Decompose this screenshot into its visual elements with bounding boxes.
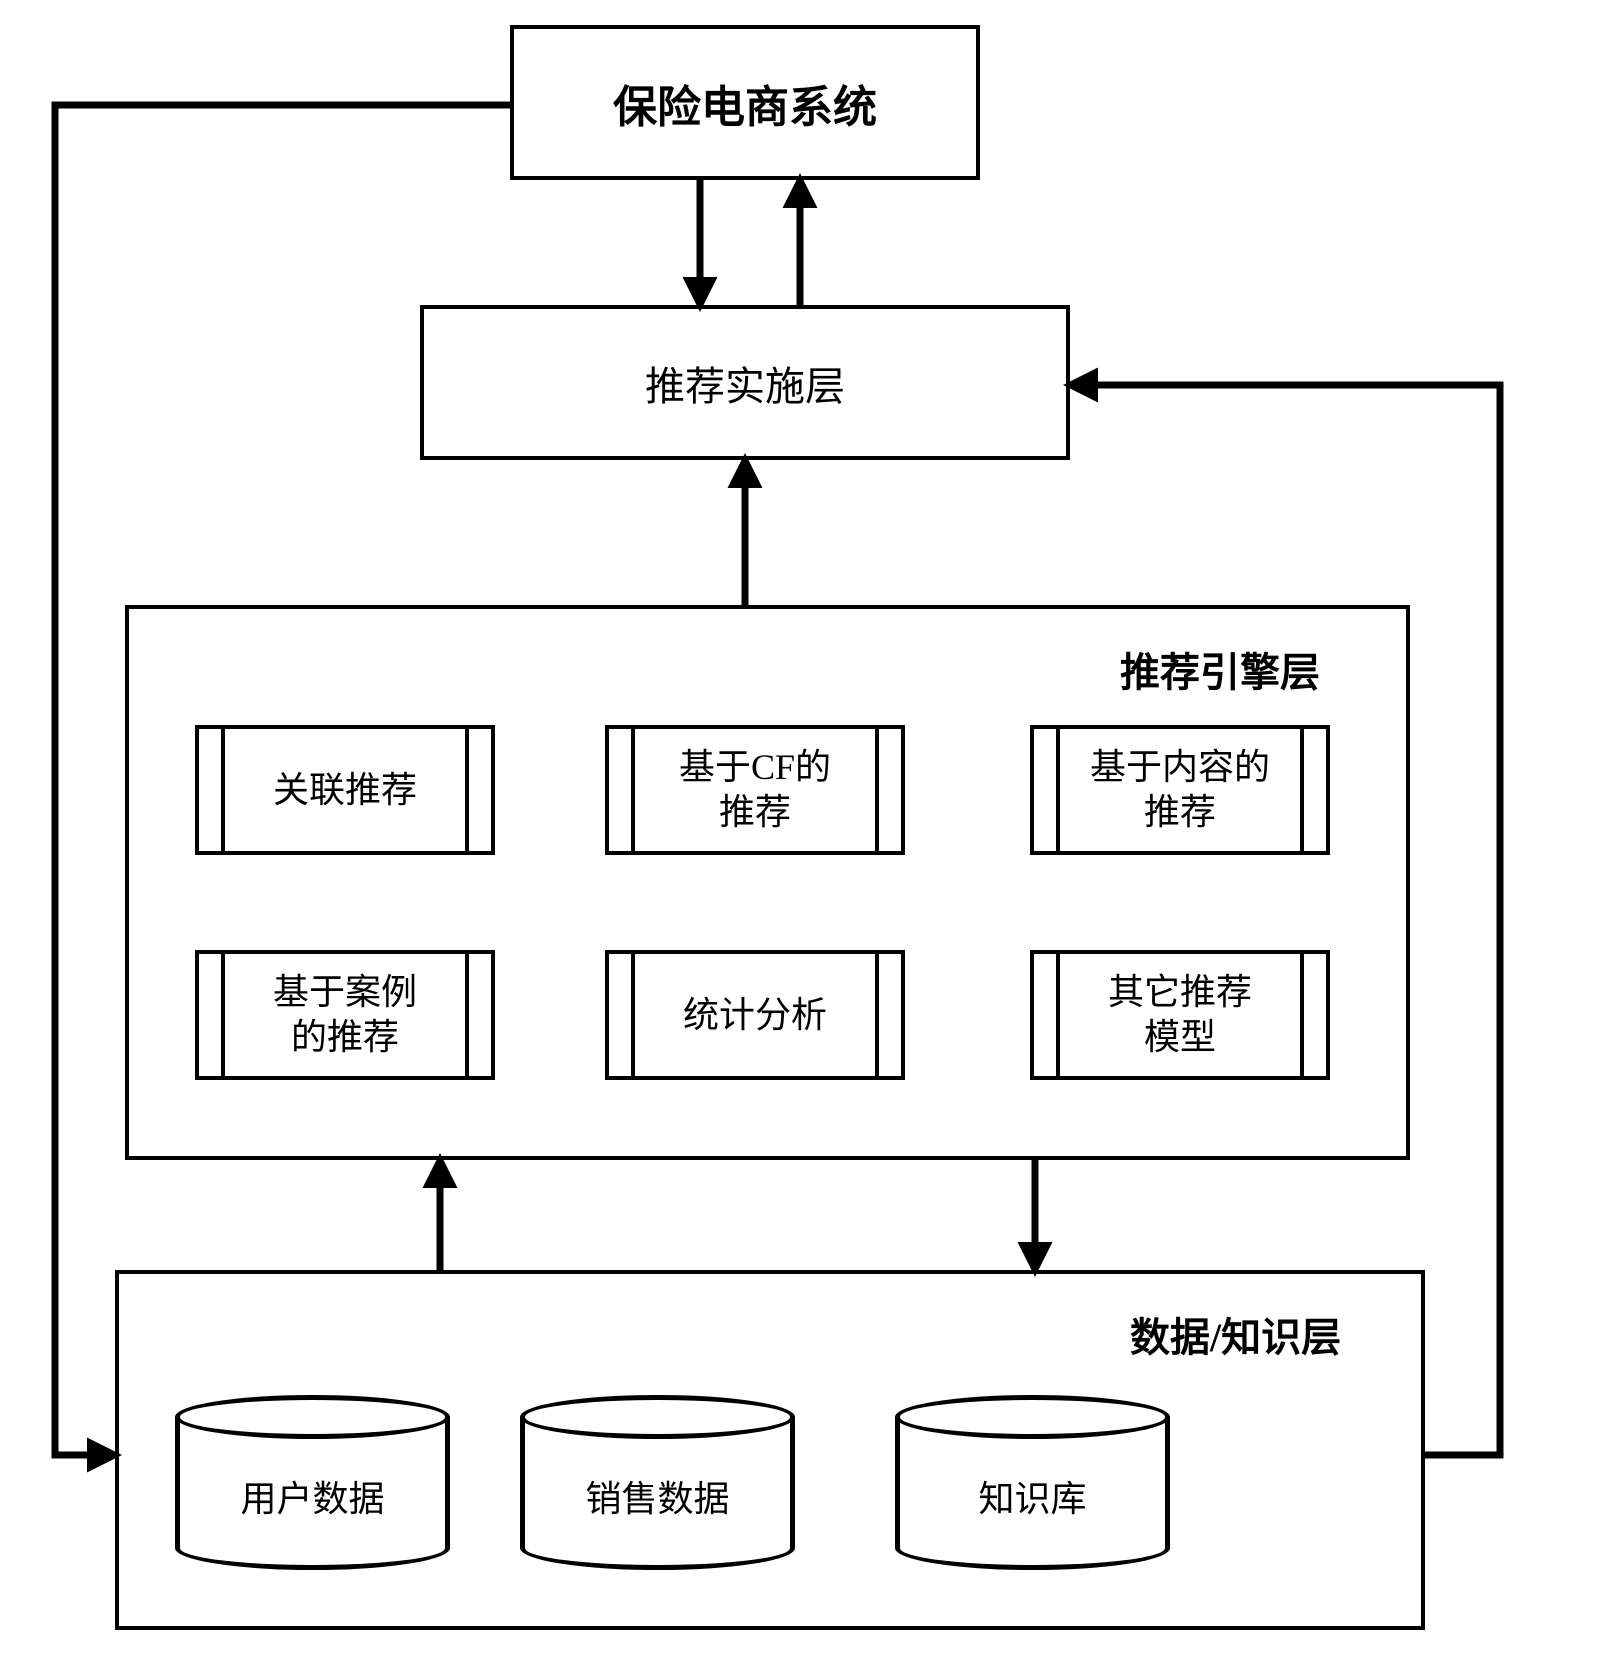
box-label-impl: 推荐实施层 [645, 354, 845, 412]
component-label-eng_d: 基于案例 的推荐 [273, 970, 417, 1060]
cylinder-label-cyl_sales: 销售数据 [585, 1460, 729, 1522]
component-eng_c: 基于内容的 推荐 [1030, 725, 1330, 855]
cylinder-label-cyl_user: 用户数据 [240, 1460, 384, 1522]
cylinder-cyl_sales: 销售数据 [520, 1395, 795, 1570]
box-label-top: 保险电商系统 [613, 71, 877, 135]
component-label-eng_b: 基于CF的 推荐 [679, 745, 831, 835]
component-eng_e: 统计分析 [605, 950, 905, 1080]
cylinder-cyl_kb: 知识库 [895, 1395, 1170, 1570]
component-label-eng_c: 基于内容的 推荐 [1090, 745, 1270, 835]
cylinder-label-cyl_kb: 知识库 [978, 1460, 1086, 1522]
component-eng_d: 基于案例 的推荐 [195, 950, 495, 1080]
component-label-eng_a: 关联推荐 [273, 768, 417, 813]
component-label-eng_e: 统计分析 [683, 993, 827, 1038]
component-eng_b: 基于CF的 推荐 [605, 725, 905, 855]
component-eng_a: 关联推荐 [195, 725, 495, 855]
cylinder-cyl_user: 用户数据 [175, 1395, 450, 1570]
box-impl: 推荐实施层 [420, 305, 1070, 460]
container-title-data_container: 数据/知识层 [1130, 1305, 1341, 1363]
component-eng_f: 其它推荐 模型 [1030, 950, 1330, 1080]
diagram-canvas: 保险电商系统推荐实施层推荐引擎层数据/知识层 关联推荐 基于CF的 推荐 基于内容的 … [0, 0, 1604, 1667]
box-top: 保险电商系统 [510, 25, 980, 180]
container-title-engine_container: 推荐引擎层 [1120, 640, 1320, 698]
component-label-eng_f: 其它推荐 模型 [1108, 970, 1252, 1060]
